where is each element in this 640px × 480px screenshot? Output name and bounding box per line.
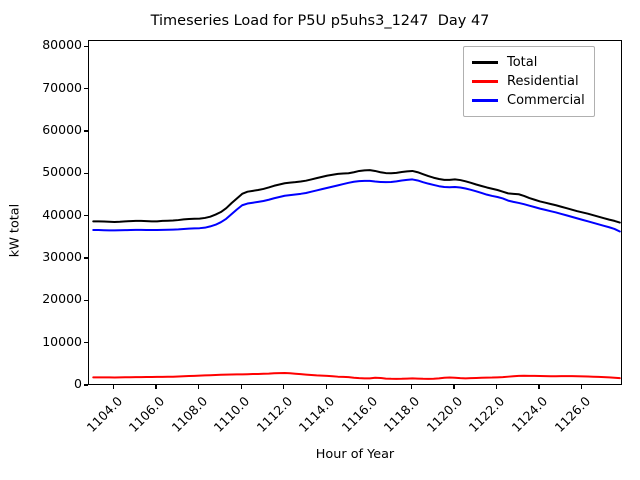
y-tick-mark xyxy=(84,384,88,386)
y-tick-mark xyxy=(84,342,88,344)
y-tick-label: 40000 xyxy=(42,206,82,222)
y-tick-mark xyxy=(84,88,88,90)
x-tick-mark xyxy=(495,385,498,389)
y-tick-label: 20000 xyxy=(42,291,82,307)
legend-label-residential: Residential xyxy=(507,74,579,89)
x-tick-mark xyxy=(240,385,242,389)
x-axis-label: Hour of Year xyxy=(315,447,395,462)
page-title: Timeseries Load for P5U p5uhs3_1247 Day … xyxy=(150,13,490,29)
legend-item: Commercial xyxy=(472,91,585,110)
y-axis: 0 10000 20000 30000 40000 50000 60000 70000 8000… xyxy=(0,37,88,391)
x-tick-mark xyxy=(198,385,200,389)
x-tick-mark xyxy=(283,385,285,389)
y-tick-mark xyxy=(84,299,88,301)
y-tick-label: 30000 xyxy=(42,249,82,264)
y-tick-mark xyxy=(84,172,88,174)
y-tick-mark xyxy=(84,45,88,47)
y-tick-label: 50000 xyxy=(42,164,82,180)
y-tick-label: 0 xyxy=(74,376,82,391)
legend-item: Total xyxy=(472,53,585,72)
legend-swatch-total xyxy=(472,61,498,64)
legend-item: Residential xyxy=(472,72,585,91)
series-line-total xyxy=(92,169,621,224)
y-tick-label: 60000 xyxy=(42,122,82,137)
legend-label-total: Total xyxy=(507,55,538,70)
series-line-commercial xyxy=(92,178,621,233)
series-line-residential xyxy=(92,371,621,380)
x-tick-mark xyxy=(325,385,327,389)
y-tick-mark xyxy=(84,215,88,217)
x-tick-mark xyxy=(453,385,455,389)
y-tick-mark xyxy=(84,257,88,259)
x-tick-mark xyxy=(410,385,412,389)
x-axis: 1104.0 1106.0 1108.0 1110.0 1112.0 1114.0 1116… xyxy=(83,385,622,480)
y-tick-label: 70000 xyxy=(42,79,82,95)
x-tick-mark xyxy=(580,385,583,389)
y-tick-label: 80000 xyxy=(42,37,82,53)
legend-label-commercial: Commercial xyxy=(507,93,585,108)
x-tick-mark xyxy=(155,385,157,389)
legend-swatch-commercial xyxy=(472,99,498,102)
x-tick-mark xyxy=(368,385,370,389)
series-canvas xyxy=(92,169,621,380)
y-axis-label: kW total xyxy=(7,203,23,258)
legend-swatch-residential xyxy=(472,80,498,83)
legend: Total Residential Commercial xyxy=(463,46,595,117)
x-tick-mark xyxy=(538,385,540,389)
y-tick-label: 10000 xyxy=(42,333,82,349)
y-tick-mark xyxy=(84,130,88,132)
x-tick-mark xyxy=(112,385,115,389)
